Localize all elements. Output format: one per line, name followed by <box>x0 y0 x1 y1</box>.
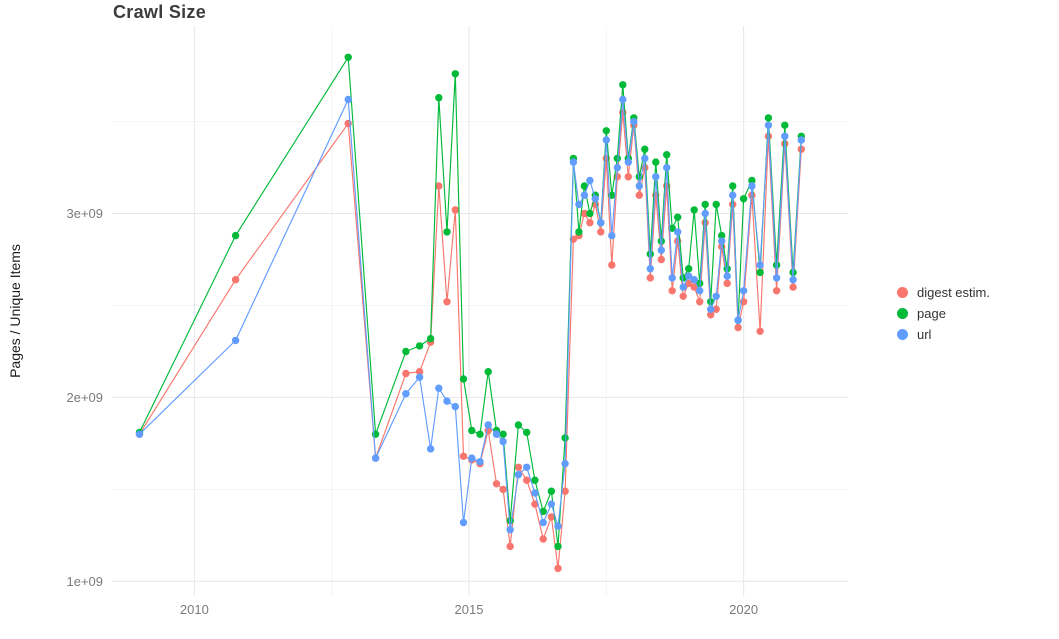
legend-label: url <box>917 327 932 342</box>
legend: digest estim. page url <box>897 282 990 345</box>
axis-tick-labels: 1e+09 2e+09 3e+09 2010 2015 2020 <box>66 206 758 617</box>
svg-text:2020: 2020 <box>729 602 758 617</box>
legend-swatch <box>897 308 908 319</box>
chart-title: Crawl Size <box>113 2 207 22</box>
svg-text:1e+09: 1e+09 <box>66 574 103 589</box>
legend-item-url: url <box>897 324 990 345</box>
grid-minor <box>112 26 848 596</box>
legend-item-digest: digest estim. <box>897 282 990 303</box>
legend-label: page <box>917 306 946 321</box>
svg-text:2015: 2015 <box>455 602 484 617</box>
grid-major <box>112 26 848 596</box>
legend-swatch <box>897 287 908 298</box>
svg-text:2e+09: 2e+09 <box>66 390 103 405</box>
series-page <box>135 53 805 551</box>
legend-swatch <box>897 329 908 340</box>
series-url <box>135 95 805 534</box>
legend-label: digest estim. <box>917 285 990 300</box>
legend-item-page: page <box>897 303 990 324</box>
svg-text:3e+09: 3e+09 <box>66 206 103 221</box>
svg-text:2010: 2010 <box>180 602 209 617</box>
